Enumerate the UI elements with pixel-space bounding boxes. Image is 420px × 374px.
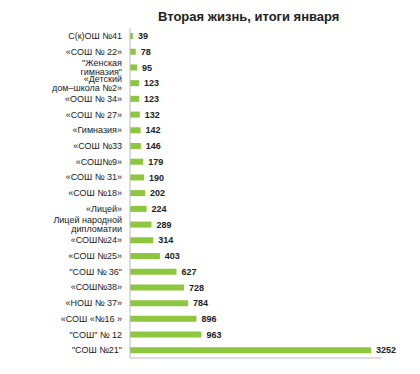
html-text:гимназия": гимназия" [80, 67, 122, 77]
svg-text:190: 190 [149, 173, 164, 183]
svg-text:«СОШ № 22»: «СОШ № 22» [66, 47, 122, 57]
svg-text:"СОШ № 36": "СОШ № 36" [69, 267, 122, 277]
svg-text:«СОШ №25»: «СОШ №25» [68, 251, 122, 261]
svg-text:«НОШ № 37»: «НОШ № 37» [66, 298, 122, 308]
svg-text:«СОШ № 31»: «СОШ № 31» [66, 172, 122, 182]
svg-text:289: 289 [156, 220, 171, 230]
svg-text:142: 142 [146, 125, 161, 135]
svg-text:78: 78 [141, 47, 151, 57]
svg-text:«ООШ № 34»: «ООШ № 34» [65, 94, 122, 104]
svg-text:С(к)ОШ №41: С(к)ОШ №41 [68, 31, 122, 41]
svg-text:39: 39 [138, 31, 148, 41]
svg-text:«СОШ №33: «СОШ №33 [73, 141, 122, 151]
svg-text:132: 132 [145, 110, 160, 120]
svg-text:314: 314 [158, 235, 173, 245]
svg-text:95: 95 [142, 63, 152, 73]
svg-text:«Детскийдом–школа №2»: «Детскийдом–школа №2» [52, 74, 122, 93]
svg-text:3252: 3252 [376, 345, 396, 355]
svg-text:123: 123 [144, 78, 159, 88]
svg-text:627: 627 [181, 267, 196, 277]
svg-text:224: 224 [152, 204, 167, 214]
svg-text:«СОШ №18»: «СОШ №18» [68, 188, 122, 198]
svg-text:728: 728 [189, 283, 204, 293]
svg-text:«СОШ № 27»: «СОШ № 27» [66, 110, 122, 120]
svg-text:202: 202 [150, 188, 165, 198]
svg-text:179: 179 [148, 157, 163, 167]
svg-text:"СОШ №21": "СОШ №21" [72, 345, 122, 355]
svg-text:784: 784 [193, 298, 208, 308]
svg-text:«СОШ «№16 »: «СОШ «№16 » [61, 314, 122, 324]
svg-text:"СОШ" № 12: "СОШ" № 12 [69, 330, 122, 340]
svg-text:963: 963 [206, 330, 221, 340]
svg-text:«СОШ№38»: «СОШ№38» [71, 282, 122, 292]
svg-text:403: 403 [165, 251, 180, 261]
svg-text:123: 123 [144, 94, 159, 104]
svg-text:«Гимназия»: «Гимназия» [73, 125, 123, 135]
svg-text:«СОШ№9»: «СОШ№9» [76, 157, 122, 167]
svg-text:896: 896 [201, 314, 216, 324]
html-text:Вторая жизнь, итоги января: Вторая жизнь, итоги января [158, 9, 340, 24]
svg-text:«СОШ№24»: «СОШ№24» [71, 235, 122, 245]
html-text:"Женская: "Женская [82, 58, 122, 68]
svg-text:Лицей народнойдипломатии: Лицей народнойдипломатии [53, 215, 122, 234]
svg-text:«Лицей»: «Лицей» [86, 204, 122, 214]
svg-text:146: 146 [146, 141, 161, 151]
